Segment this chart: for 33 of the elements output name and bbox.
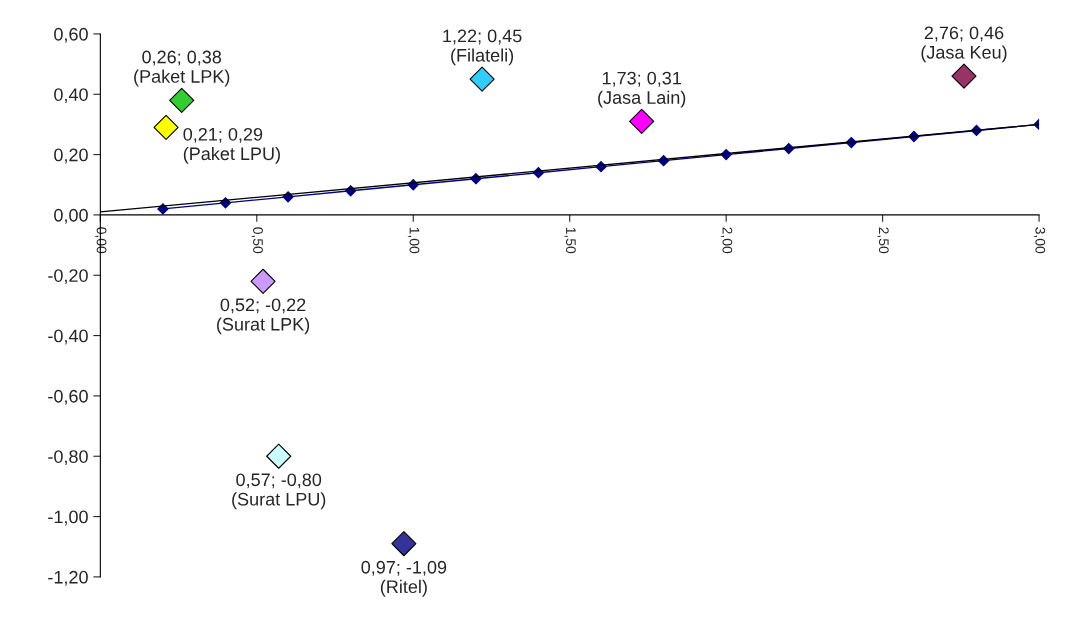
x-tick-label: 1,50 — [564, 227, 576, 254]
y-tick-label: -1,00 — [48, 510, 88, 526]
point — [266, 443, 292, 469]
point — [250, 268, 276, 294]
annotation: 2,76; 0,46 (Jasa Keu) — [921, 26, 1007, 63]
y-tick-label: -0,80 — [48, 450, 88, 466]
x-tick-label: 2,50 — [877, 227, 889, 254]
y-tick-label: 0,60 — [54, 27, 88, 43]
y-tick-label: -0,20 — [48, 269, 88, 285]
annotation: 0,97; -1,09 (Ritel) — [361, 560, 447, 597]
y-tick-label: 0,00 — [54, 208, 88, 224]
y-tick-label: -0,40 — [48, 329, 88, 345]
annotation: 0,26; 0,38 (Paket LPK) — [134, 50, 230, 87]
annotation: 0,52; -0,22 (Surat LPK) — [217, 298, 310, 335]
point — [153, 114, 179, 141]
x-tick-label: 3,00 — [1033, 227, 1046, 254]
x-tick-label: 1,00 — [407, 227, 420, 254]
y-tick-label: -0,60 — [48, 389, 88, 405]
annotation: 1,73; 0,31 (Jasa Lain) — [598, 71, 686, 108]
y-tick-label: 0,40 — [54, 88, 88, 104]
x-tick-label: 2,00 — [720, 227, 733, 254]
annotation: 0,21; 0,29 (Paket LPU) — [183, 127, 280, 164]
x-tick-label: 0,50 — [251, 227, 263, 254]
annotation: 0,57; -0,80 (Surat LPU) — [232, 473, 326, 510]
point — [169, 87, 195, 113]
y-tick-label: -1,20 — [48, 570, 88, 586]
point — [629, 108, 655, 134]
point — [469, 66, 495, 92]
annotation: 1,22; 0,45 (Filateli) — [443, 29, 522, 66]
x-tick-label: 0,00 — [94, 227, 107, 254]
point — [391, 531, 417, 557]
point — [951, 63, 977, 89]
y-tick-label: 0,20 — [54, 148, 88, 164]
